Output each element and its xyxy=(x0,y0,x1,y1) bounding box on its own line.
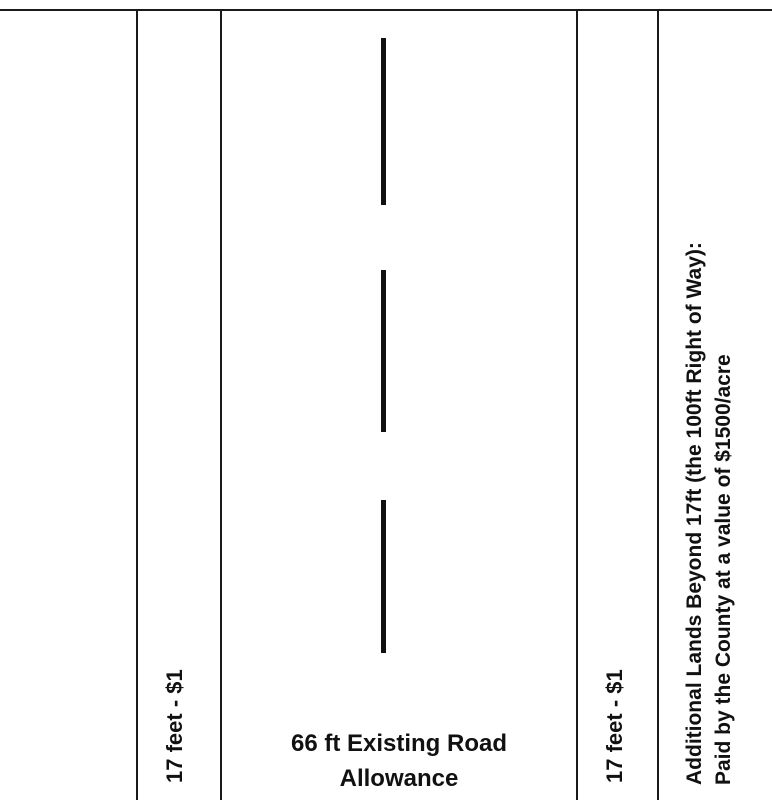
column-divider-3 xyxy=(576,10,578,800)
additional-lands-note: Additional Lands Beyond 17ft (the 100ft … xyxy=(680,242,738,785)
column-divider-2 xyxy=(220,10,222,800)
road-allowance-label-line1: 66 ft Existing Road xyxy=(222,726,576,761)
road-allowance-label: 66 ft Existing Road Allowance xyxy=(222,726,576,796)
column-divider-4 xyxy=(657,10,659,800)
left-strip-label: 17 feet - $1 xyxy=(162,669,188,783)
road-centerline-dash-3 xyxy=(381,500,386,653)
right-strip-label: 17 feet - $1 xyxy=(602,669,628,783)
road-centerline-dash-2 xyxy=(381,270,386,432)
additional-lands-line2: Paid by the County at a value of $1500/a… xyxy=(709,242,738,785)
road-allowance-label-line2: Allowance xyxy=(222,761,576,796)
additional-lands-line1: Additional Lands Beyond 17ft (the 100ft … xyxy=(680,242,709,785)
column-divider-1 xyxy=(136,10,138,800)
road-centerline-dash-1 xyxy=(381,38,386,205)
